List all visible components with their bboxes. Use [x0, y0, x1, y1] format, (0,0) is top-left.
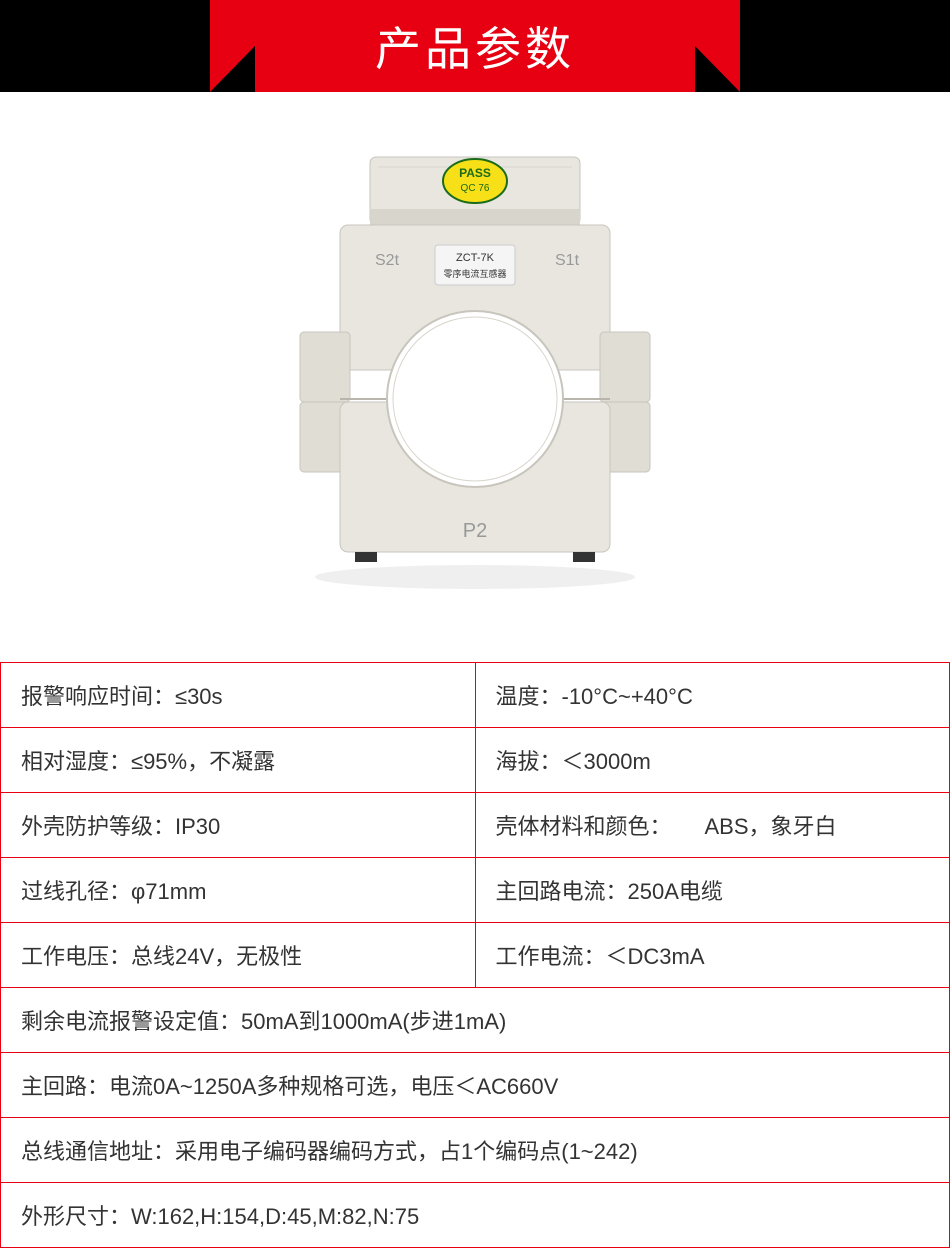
spec-cell: 工作电流：＜DC3mA	[475, 923, 950, 988]
page-title: 产品参数	[375, 13, 575, 79]
header-banner: 产品参数	[0, 0, 950, 92]
spec-cell: 海拔：＜3000m	[475, 728, 950, 793]
product-image-container: PASS QC 76 ZCT-7K 零序电流互感器 S2t S1t P2	[0, 92, 950, 662]
table-row: 相对湿度：≤95%，不凝露 海拔：＜3000m	[1, 728, 950, 793]
spec-cell: 总线通信地址：采用电子编码器编码方式，占1个编码点(1~242)	[1, 1118, 950, 1183]
table-row: 工作电压：总线24V，无极性 工作电流：＜DC3mA	[1, 923, 950, 988]
trapezoid-left	[210, 0, 300, 92]
table-row: 过线孔径：φ71mm 主回路电流：250A电缆	[1, 858, 950, 923]
spec-cell: 相对湿度：≤95%，不凝露	[1, 728, 476, 793]
spec-cell: 过线孔径：φ71mm	[1, 858, 476, 923]
table-row: 主回路：电流0A~1250A多种规格可选，电压＜AC660V	[1, 1053, 950, 1118]
model-subtitle: 零序电流互感器	[443, 268, 506, 279]
table-row: 报警响应时间：≤30s 温度：-10°C~+40°C	[1, 663, 950, 728]
spec-cell: 壳体材料和颜色： ABS，象牙白	[475, 793, 950, 858]
table-row: 外形尺寸：W:162,H:154,D:45,M:82,N:75	[1, 1183, 950, 1248]
spec-cell: 外壳防护等级：IP30	[1, 793, 476, 858]
table-row: 剩余电流报警设定值：50mA到1000mA(步进1mA)	[1, 988, 950, 1053]
spec-cell: 温度：-10°C~+40°C	[475, 663, 950, 728]
product-illustration: PASS QC 76 ZCT-7K 零序电流互感器 S2t S1t P2	[260, 137, 690, 617]
side-label-left: S2t	[375, 252, 400, 269]
table-row: 总线通信地址：采用电子编码器编码方式，占1个编码点(1~242)	[1, 1118, 950, 1183]
table-row: 外壳防护等级：IP30 壳体材料和颜色： ABS，象牙白	[1, 793, 950, 858]
model-label: ZCT-7K	[456, 252, 495, 264]
spec-cell: 主回路：电流0A~1250A多种规格可选，电压＜AC660V	[1, 1053, 950, 1118]
spec-cell: 外形尺寸：W:162,H:154,D:45,M:82,N:75	[1, 1183, 950, 1248]
pass-label-line2: QC 76	[461, 183, 490, 194]
spec-table: 报警响应时间：≤30s 温度：-10°C~+40°C 相对湿度：≤95%，不凝露…	[0, 662, 950, 1248]
spec-cell: 工作电压：总线24V，无极性	[1, 923, 476, 988]
bottom-label: P2	[463, 520, 487, 542]
spec-cell: 主回路电流：250A电缆	[475, 858, 950, 923]
spec-cell: 剩余电流报警设定值：50mA到1000mA(步进1mA)	[1, 988, 950, 1053]
side-label-right: S1t	[555, 252, 580, 269]
spec-cell: 报警响应时间：≤30s	[1, 663, 476, 728]
trapezoid-right	[650, 0, 740, 92]
pass-label-line1: PASS	[459, 166, 491, 180]
